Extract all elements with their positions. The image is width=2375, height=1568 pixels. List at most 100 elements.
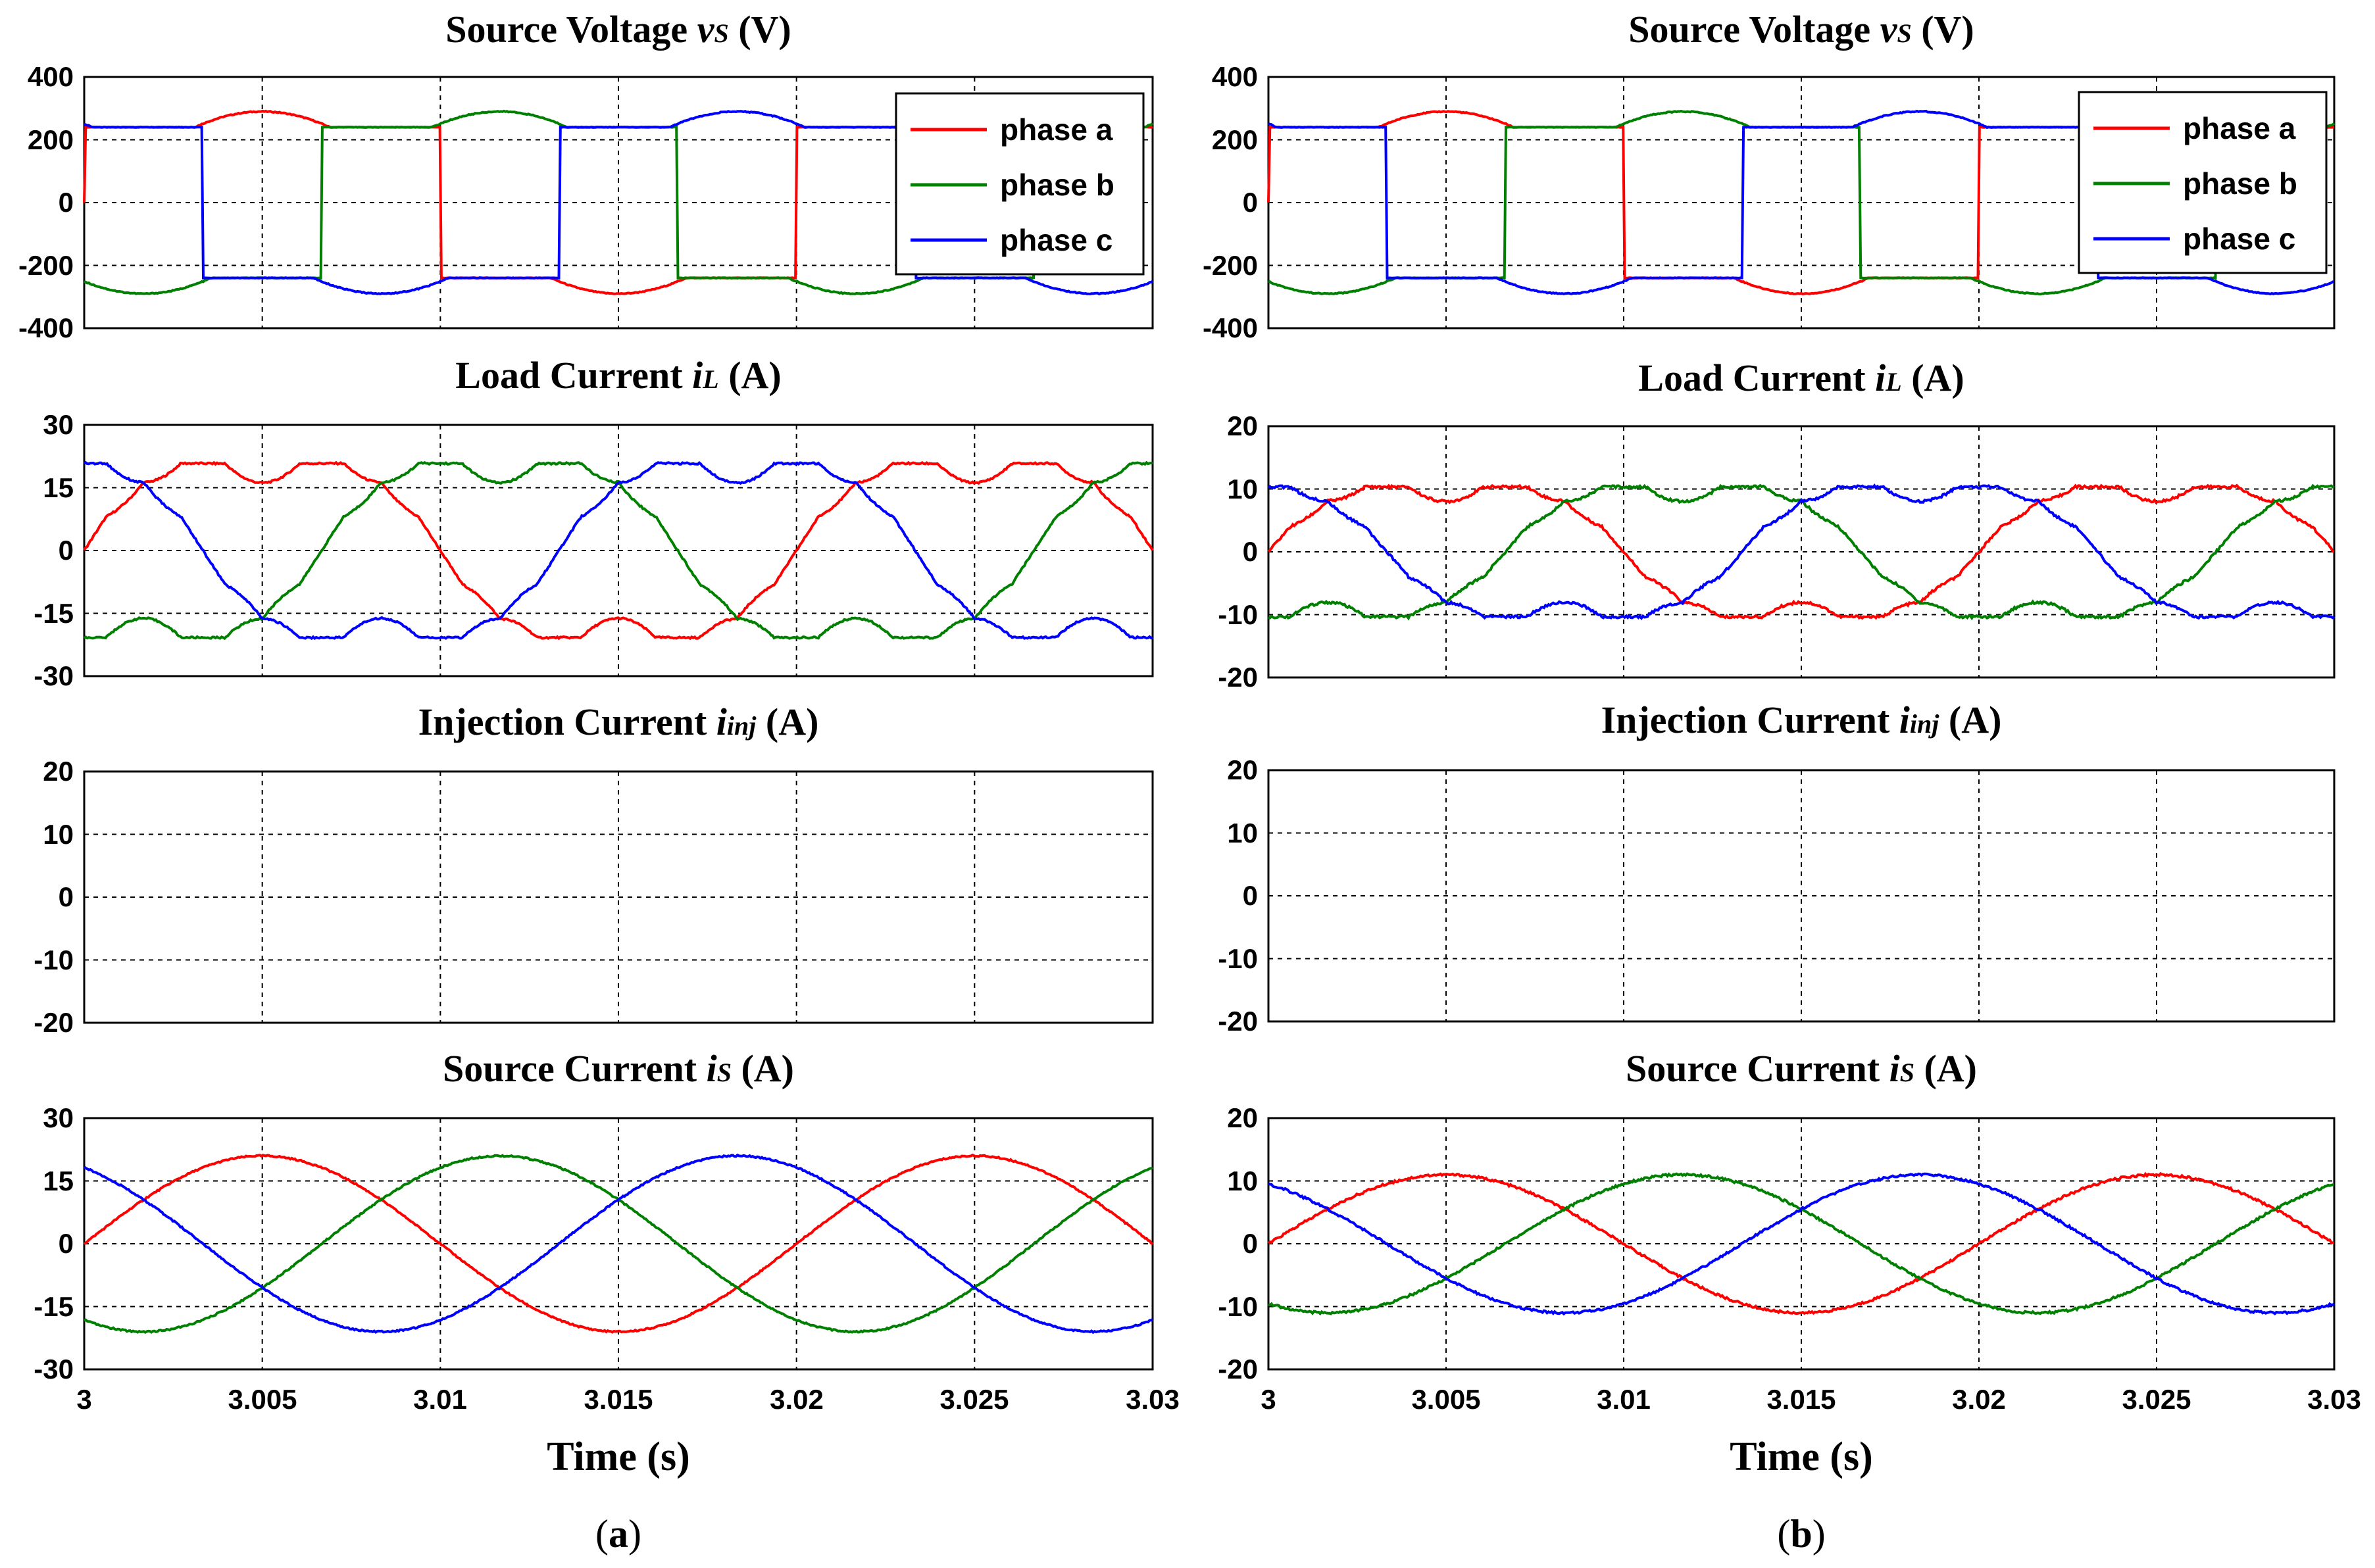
x-tick-label: 3.015 (584, 1384, 653, 1415)
x-tick-label: 3.01 (413, 1384, 467, 1415)
y-tick-label: 10 (1227, 474, 1258, 504)
x-tick-label: 3.025 (939, 1384, 1009, 1415)
panel-title: Source Current iS (A) (1626, 1047, 1977, 1090)
y-tick-label: 10 (1227, 1165, 1258, 1196)
series-lines (1267, 1171, 2336, 1316)
grid-lines (84, 772, 1153, 1023)
panel-a-source-voltage: Source Voltage vS (V) -400 -200 0 200 40… (18, 8, 1154, 343)
y-tick-label: 0 (59, 1228, 74, 1259)
y-tick-labels: -400 -200 0 200 400 (18, 61, 74, 343)
y-tick-label: 20 (1227, 1102, 1258, 1133)
caption-b: (b) (1777, 1512, 1825, 1556)
panel-b-source-current: Source Current iS (A) -20 -10 0 10 20 3 … (1218, 1047, 2361, 1415)
x-tick-label: 3 (1261, 1384, 1276, 1415)
y-tick-label: 30 (43, 409, 74, 440)
x-tick-label: 3.015 (1766, 1384, 1836, 1415)
panel-title: Source Current iS (A) (443, 1047, 794, 1090)
x-tick-label: 3.01 (1597, 1384, 1651, 1415)
series-phase-a (1267, 483, 2335, 620)
x-tick-labels: 3 3.005 3.01 3.015 3.02 3.025 3.03 (1261, 1384, 2361, 1415)
series-phase-c (83, 1153, 1153, 1335)
legend: phase a phase b phase c (2078, 91, 2328, 274)
x-tick-labels: 3 3.005 3.01 3.015 3.02 3.025 3.03 (76, 1384, 1180, 1415)
y-tick-label: 0 (59, 881, 74, 912)
panel-a-source-current: Source Current iS (A) -30 -15 0 15 30 3 … (34, 1047, 1180, 1415)
series-phase-c (84, 110, 1154, 296)
grid-lines (84, 425, 1153, 676)
y-tick-label: -200 (18, 250, 74, 281)
y-tick-label: 0 (1243, 187, 1258, 218)
x-tick-label: 3 (76, 1384, 91, 1415)
grid-lines (1268, 770, 2334, 1021)
series-phase-c (1268, 109, 2335, 296)
panel-title: Source Voltage vS (V) (1628, 8, 1974, 51)
y-tick-label: 200 (1212, 124, 1258, 155)
y-tick-label: 0 (1243, 880, 1258, 911)
series-phase-a (83, 460, 1154, 641)
x-tick-label: 3.005 (228, 1384, 297, 1415)
series-phase-c (1267, 483, 2336, 621)
y-tick-label: -20 (1218, 662, 1258, 693)
y-tick-label: 200 (28, 124, 74, 155)
y-tick-label: -15 (34, 1291, 74, 1322)
y-tick-label: -20 (34, 1007, 74, 1038)
panel-a-load-current: Load Current iL (A) -30 -15 0 15 30 (34, 354, 1154, 691)
x-tick-label: 3.03 (2307, 1384, 2361, 1415)
x-axis-label-b: Time (s) (1730, 1434, 1873, 1479)
y-tick-label: 0 (1243, 536, 1258, 567)
panel-b-load-current: Load Current iL (A) -20 -10 0 10 20 (1218, 356, 2336, 693)
y-tick-labels: -20 -10 0 10 20 (1218, 410, 1258, 693)
y-tick-label: -400 (1203, 312, 1258, 343)
panel-title: Injection Current iinj (A) (1601, 698, 2002, 741)
caption-a: (a) (595, 1512, 641, 1556)
y-tick-label: 10 (43, 819, 74, 850)
y-tick-label: 30 (43, 1102, 74, 1133)
panel-title: Source Voltage vS (V) (445, 8, 791, 51)
grid-lines (84, 1118, 1153, 1369)
panel-a-injection-current: Injection Current iinj (A) -20 -10 0 10 … (34, 700, 1154, 1038)
grid-lines (1268, 1118, 2334, 1369)
y-tick-labels: -400 -200 0 200 400 (1203, 61, 1258, 343)
x-tick-label: 3.005 (1411, 1384, 1480, 1415)
y-tick-label: -10 (1218, 943, 1258, 974)
y-tick-label: 0 (59, 535, 74, 566)
y-tick-label: 0 (59, 187, 74, 218)
panel-b-injection-current: Injection Current iinj (A) -20 -10 0 10 … (1218, 698, 2336, 1037)
y-tick-label: -10 (1218, 1291, 1258, 1322)
y-tick-label: 15 (43, 1165, 74, 1196)
y-tick-label: 10 (1227, 818, 1258, 848)
y-tick-label: -10 (34, 944, 74, 975)
y-tick-label: -30 (34, 660, 74, 691)
legend-label: phase c (2183, 222, 2295, 256)
legend-label: phase b (1000, 168, 1114, 202)
series-lines (83, 1153, 1154, 1335)
y-tick-label: -400 (18, 312, 74, 343)
y-tick-labels: -30 -15 0 15 30 (34, 409, 74, 691)
series-lines (83, 460, 1154, 641)
legend-label: phase c (1000, 223, 1112, 257)
legend-label: phase b (2183, 166, 2297, 201)
y-tick-label: 20 (1227, 410, 1258, 441)
y-tick-labels: -30 -15 0 15 30 (34, 1102, 74, 1384)
y-tick-label: 400 (28, 61, 74, 92)
x-tick-label: 3.02 (770, 1384, 824, 1415)
x-tick-label: 3.025 (2122, 1384, 2191, 1415)
y-tick-label: -20 (1218, 1354, 1258, 1384)
legend-label: phase a (2183, 111, 2296, 145)
series-lines (1267, 483, 2336, 621)
grid-lines (84, 77, 1153, 328)
legend-label: phase a (1000, 112, 1113, 147)
series-phase-a (1267, 1171, 2335, 1315)
y-tick-label: -20 (1218, 1006, 1258, 1037)
x-tick-label: 3.02 (1952, 1384, 2006, 1415)
panel-title: Injection Current iinj (A) (418, 700, 819, 743)
y-tick-label: -15 (34, 598, 74, 629)
y-tick-labels: -20 -10 0 10 20 (34, 756, 74, 1038)
grid-lines (1268, 426, 2334, 677)
y-tick-label: 20 (1227, 754, 1258, 785)
series-phase-a (83, 1153, 1154, 1334)
y-tick-labels: -20 -10 0 10 20 (1218, 754, 1258, 1037)
y-tick-label: 400 (1212, 61, 1258, 92)
panel-title: Load Current iL (A) (1638, 356, 1964, 399)
